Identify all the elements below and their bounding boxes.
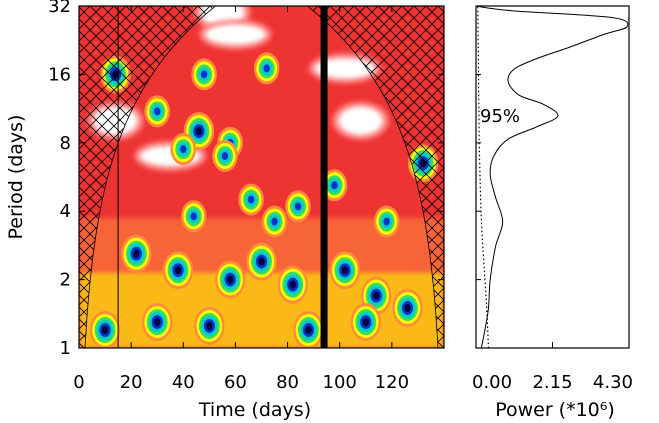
power-region (180, 145, 187, 154)
power-region (200, 70, 208, 79)
power-region-core (314, 58, 375, 79)
power-region (154, 107, 161, 116)
power-region (133, 249, 140, 258)
x-tick-label: 60 (224, 372, 247, 393)
y-tick-label: 1 (60, 338, 71, 359)
power-region (101, 326, 109, 335)
power-axis-label: Power (*10⁶) (495, 399, 615, 421)
power-tick-label: 2.15 (532, 372, 572, 393)
power-region (190, 212, 197, 221)
x-axis-power: 0.00 2.15 4.30 (472, 342, 633, 393)
power-region (373, 291, 380, 300)
y-tick-label: 8 (60, 133, 71, 154)
x-axis-label: Time (days) (198, 399, 311, 421)
x-axis-time: 0 20 40 60 80 100 120 (73, 6, 409, 393)
y-axis-label: Period (days) (5, 115, 27, 240)
vertical-markers (117, 6, 328, 348)
power-region (271, 217, 278, 226)
power-region-core (205, 24, 266, 45)
low-period-band (79, 272, 444, 348)
power-region (195, 127, 203, 136)
x-tick-label: 120 (375, 372, 409, 393)
power-region (221, 151, 229, 160)
power-region (263, 64, 270, 73)
power-region (289, 280, 296, 289)
x-tick-label: 100 (323, 372, 357, 393)
y-tick-label: 4 (60, 201, 71, 222)
significance-label: 95% (480, 106, 520, 127)
power-region (383, 217, 390, 226)
power-region (258, 257, 265, 266)
x-tick-label: 0 (73, 372, 84, 393)
power-tick-label: 0.00 (472, 372, 512, 393)
power-region-core (338, 106, 383, 135)
significance-95-line (477, 5, 490, 349)
power-region (331, 181, 338, 190)
y-tick-label: 2 (60, 270, 71, 291)
power-region (341, 266, 349, 275)
y-axis-period-ticks (476, 5, 481, 349)
power-region (174, 266, 182, 275)
x-tick-label: 40 (172, 372, 195, 393)
cone-of-influence-left (79, 6, 217, 348)
cone-of-influence-right (306, 6, 444, 348)
plot-frame (78, 5, 445, 349)
global-frame (475, 5, 630, 349)
y-tick-label: 32 (48, 0, 71, 17)
x-tick-label: 80 (276, 372, 299, 393)
power-region (305, 326, 312, 335)
wavelet-power-panel: 0 20 40 60 80 100 120 1 2 4 8 16 32 Time (days) Per… (5, 0, 445, 421)
power-region (206, 321, 213, 330)
power-tick-label: 4.30 (593, 372, 633, 393)
y-tick-label: 16 (48, 64, 71, 85)
power-region (294, 202, 302, 211)
power-region (247, 195, 255, 204)
y-axis-period: 1 2 4 8 16 32 (48, 0, 444, 359)
global-power-panel: 95% 0.00 2.15 4.30 Power (*10⁶) (472, 5, 633, 421)
x-tick-label: 20 (120, 372, 143, 393)
power-region (362, 318, 369, 327)
power-region (227, 275, 234, 284)
power-region (404, 303, 411, 312)
power-region (154, 318, 161, 327)
global-power-line (475, 5, 629, 349)
